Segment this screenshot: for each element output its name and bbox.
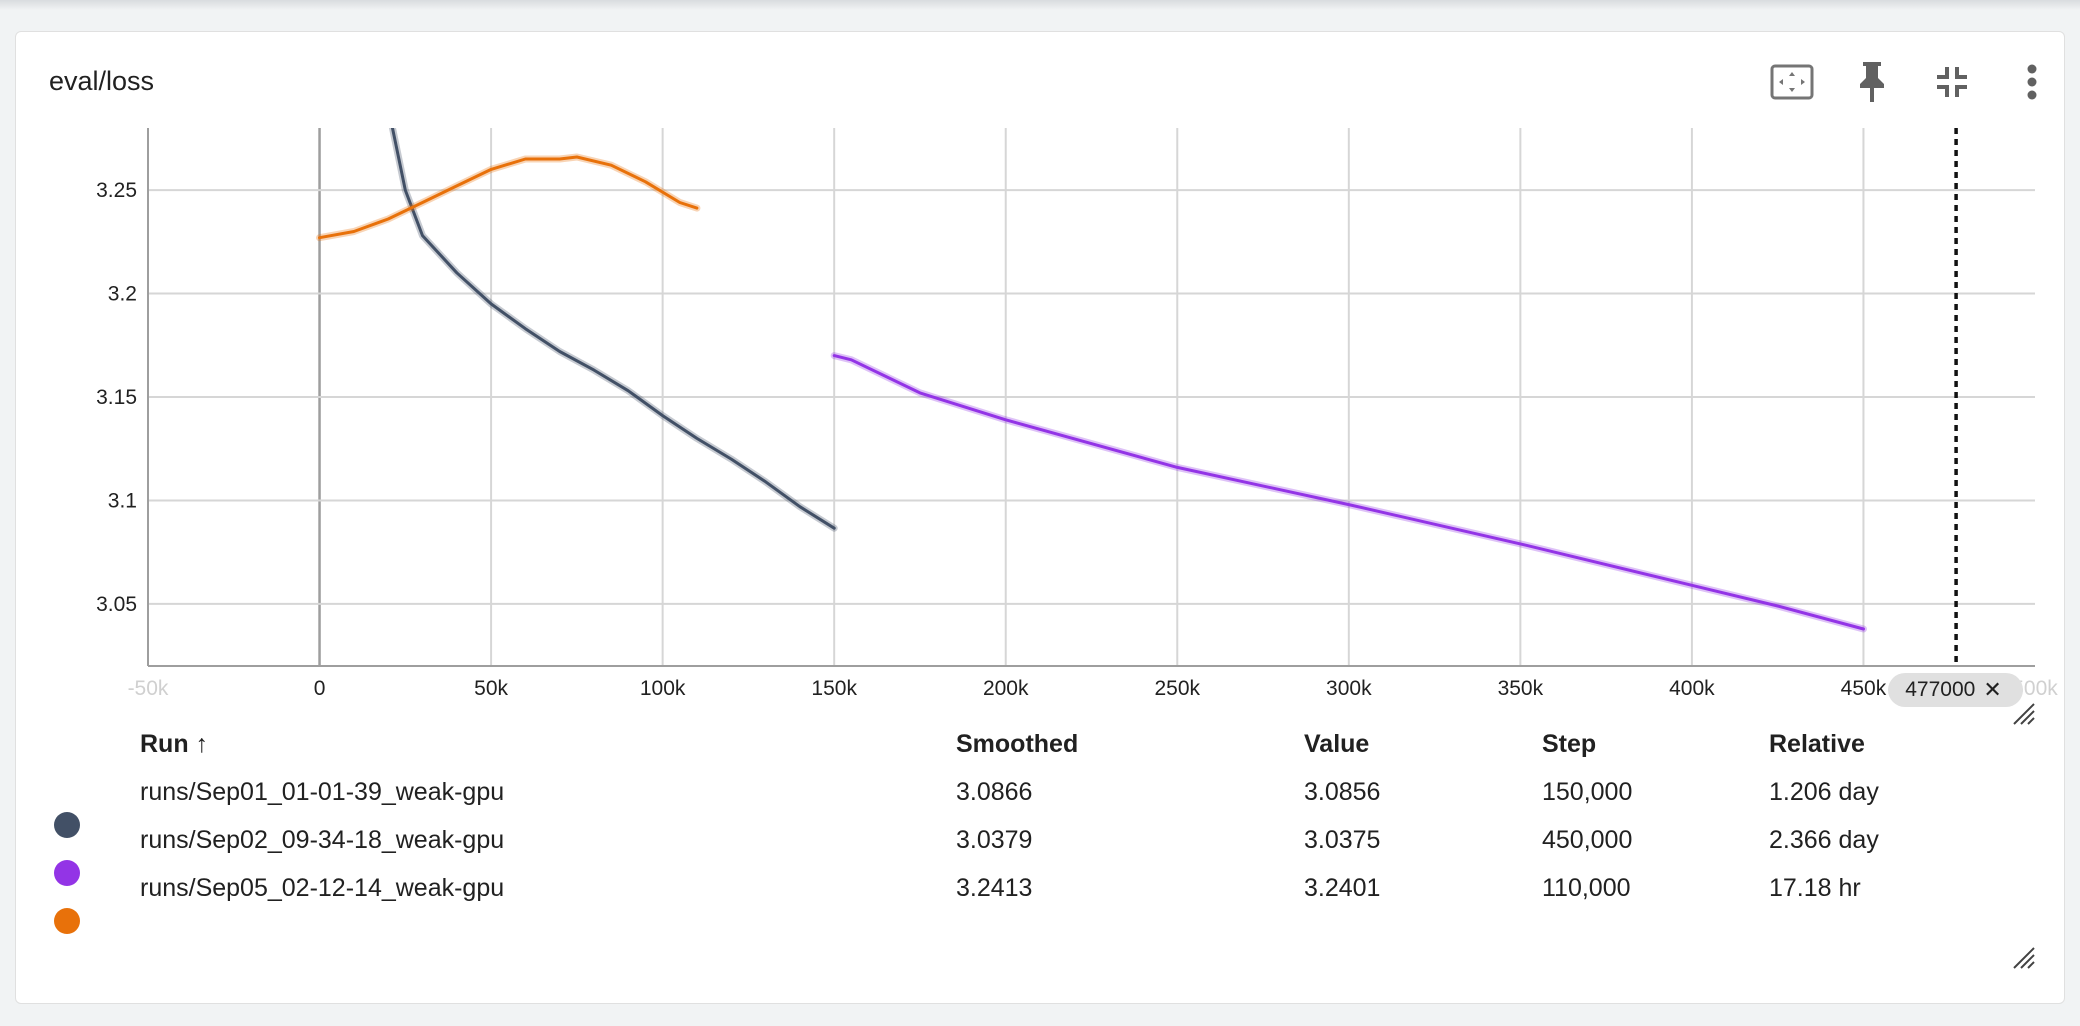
run-column-header[interactable]: Run ↑ [120, 720, 956, 768]
x-tick-label: 200k [983, 677, 1029, 700]
x-tick-label: 0 [314, 677, 326, 700]
step-value: 150,000 [1542, 777, 1633, 806]
run-color-swatch[interactable] [54, 908, 80, 934]
smoothed-column-header[interactable]: Smoothed [956, 729, 1079, 758]
x-tick-label: 300k [1326, 677, 1372, 700]
relative-time: 17.18 hr [1769, 873, 1861, 902]
sort-ascending-icon: ↑ [195, 729, 209, 758]
raw-value: 3.2401 [1304, 873, 1381, 902]
top-app-bar-shadow [0, 0, 2080, 10]
runs-data-table: Run ↑ Smoothed Value Step Relative runs/… [120, 720, 2019, 912]
relative-column-header[interactable]: Relative [1769, 729, 1865, 758]
table-row: runs/Sep02_09-34-18_weak-gpu 3.0379 3.03… [120, 816, 2019, 864]
x-tick-label: 400k [1669, 677, 1715, 700]
scalar-card: eval/loss [15, 31, 2065, 1004]
fit-to-data-icon [1770, 64, 1814, 100]
run-color-swatch[interactable] [54, 812, 80, 838]
x-tick-label: 50k [474, 677, 508, 700]
smoothed-value: 3.2413 [956, 873, 1033, 902]
step-value: 110,000 [1542, 873, 1631, 902]
series-line [832, 354, 1865, 631]
y-tick-label: 3.15 [96, 386, 137, 409]
card-title: eval/loss [49, 66, 155, 96]
chart-resize-icon[interactable] [2010, 700, 2036, 726]
run-name: runs/Sep02_09-34-18_weak-gpu [140, 825, 505, 854]
step-value: 450,000 [1542, 825, 1633, 854]
close-icon[interactable]: ✕ [1983, 677, 2002, 702]
step-selector-chip[interactable]: 477000 ✕ [1888, 673, 2023, 707]
smoothed-value: 3.0379 [956, 825, 1033, 854]
line-chart[interactable]: -50k 0 50k 100k 150k 200k 250k 300k 350k 400k 450k… [0, 0, 2080, 720]
x-tick-label: 100k [640, 677, 686, 700]
run-name: runs/Sep05_02-12-14_weak-gpu [140, 873, 505, 902]
table-row: runs/Sep01_01-01-39_weak-gpu 3.0866 3.08… [120, 768, 2019, 816]
step-column-header[interactable]: Step [1542, 729, 1597, 758]
series-raw-line [388, 128, 838, 532]
value-column-header[interactable]: Value [1304, 729, 1370, 758]
x-tick-label: 500k [2012, 677, 2058, 700]
more-options-button[interactable] [2002, 52, 2062, 112]
fit-to-data-button[interactable] [1762, 52, 1822, 112]
raw-value: 3.0856 [1304, 777, 1381, 806]
relative-time: 2.366 day [1769, 825, 1879, 854]
run-name: runs/Sep01_01-01-39_weak-gpu [140, 777, 505, 806]
run-header-label: Run [140, 729, 189, 758]
table-row: runs/Sep05_02-12-14_weak-gpu 3.2413 3.24… [120, 864, 2019, 912]
step-selector-value: 477000 [1905, 678, 1976, 701]
more-vert-icon [2027, 64, 2037, 100]
run-color-swatch[interactable] [54, 860, 80, 886]
raw-value: 3.0375 [1304, 825, 1381, 854]
x-tick-label: -50k [128, 677, 169, 700]
x-tick-label: 350k [1498, 677, 1544, 700]
relative-time: 1.206 day [1769, 777, 1879, 806]
table-header-row: Run ↑ Smoothed Value Step Relative [120, 720, 2019, 768]
series-raw-line [316, 153, 701, 242]
pin-icon [1860, 62, 1884, 102]
x-tick-label: 150k [811, 677, 857, 700]
series-line [390, 128, 836, 530]
x-tick-label: 250k [1154, 677, 1200, 700]
y-tick-label: 3.25 [96, 179, 137, 202]
pin-button[interactable] [1842, 52, 1902, 112]
x-tick-label: 450k [1841, 677, 1887, 700]
smoothed-value: 3.0866 [956, 777, 1033, 806]
y-tick-label: 3.1 [108, 489, 137, 512]
series-line [318, 155, 699, 240]
y-tick-label: 3.05 [96, 593, 137, 616]
y-tick-label: 3.2 [108, 283, 137, 306]
card-resize-icon[interactable] [2010, 944, 2036, 970]
